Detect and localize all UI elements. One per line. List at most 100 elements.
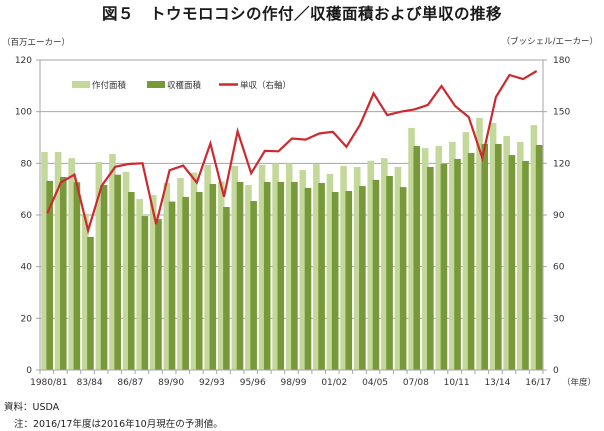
harvested-bar xyxy=(168,201,176,370)
planted-bar xyxy=(68,158,75,370)
planted-bar xyxy=(81,213,89,370)
chart-title: 図５ トウモロコシの作付／収穫面積および単収の推移 xyxy=(101,5,502,23)
harvested-bar xyxy=(522,161,529,370)
planted-bar xyxy=(177,178,184,370)
harvested-bar xyxy=(59,177,67,370)
planted-bar xyxy=(258,164,266,370)
harvested-bar xyxy=(291,181,298,370)
harvested-bar xyxy=(277,181,285,370)
axes: 0 20 40 60 80 100 120 0 30 60 90 120 150 180 1980/81 83… xyxy=(15,56,571,388)
planted-bar xyxy=(217,181,225,370)
legend-harvested-swatch xyxy=(147,81,165,88)
x-tick-label: 89/90 xyxy=(158,378,184,388)
harvested-bar xyxy=(413,146,421,370)
planted-bar xyxy=(41,151,48,370)
harvested-bar xyxy=(440,163,448,370)
harvested-bar xyxy=(535,144,543,370)
harvested-bar xyxy=(399,187,407,370)
right-tick-label: 30 xyxy=(553,314,565,324)
legend: 作付面積 収穫面積 単収（右軸） xyxy=(72,80,291,91)
planted-bar xyxy=(163,182,171,370)
harvested-bar xyxy=(454,158,461,370)
planted-bar xyxy=(530,125,538,370)
legend-planted-label: 作付面積 xyxy=(92,80,127,91)
planted-bar xyxy=(204,164,211,370)
harvested-bar xyxy=(467,153,475,370)
planted-bar xyxy=(340,165,347,370)
left-tick-label: 100 xyxy=(15,108,32,118)
x-tick-label: 04/05 xyxy=(362,378,388,388)
right-tick-label: 60 xyxy=(553,263,565,273)
x-tick-label: 07/08 xyxy=(403,378,429,388)
yield-line xyxy=(46,70,538,235)
harvested-bar xyxy=(155,219,162,370)
source-note: 資料：USDA xyxy=(4,402,60,413)
x-tick-label: 1980/81 xyxy=(30,378,67,388)
harvested-bar xyxy=(250,201,257,370)
harvested-bar xyxy=(318,182,325,370)
planted-bar xyxy=(462,132,470,370)
planted-bar xyxy=(190,172,198,370)
planted-bar xyxy=(517,141,524,370)
left-tick-label: 60 xyxy=(21,211,33,221)
harvested-bar xyxy=(263,181,271,370)
x-tick-label: 98/99 xyxy=(281,378,307,388)
yield-line-series xyxy=(46,70,538,235)
harvested-bar xyxy=(508,155,516,370)
harvested-bar xyxy=(481,143,489,370)
right-axis-unit: （ブッシェル/エーカー） xyxy=(501,37,598,47)
harvested-bar xyxy=(495,143,502,370)
harvested-bar xyxy=(236,181,244,370)
x-tick-label: 92/93 xyxy=(199,378,225,388)
harvested-bar xyxy=(73,182,81,370)
harvested-bar xyxy=(209,184,217,370)
planted-bar xyxy=(449,141,456,370)
left-tick-label: 0 xyxy=(26,366,32,376)
x-tick-label: 01/02 xyxy=(321,378,347,388)
harvested-bar xyxy=(386,175,393,370)
left-tick-label: 40 xyxy=(21,263,33,273)
planted-bar xyxy=(326,173,334,370)
harvested-bar xyxy=(359,186,366,370)
legend-harvested-label: 収穫面積 xyxy=(167,80,202,91)
right-tick-label: 120 xyxy=(553,159,570,169)
harvested-bar xyxy=(114,174,121,370)
harvested-bar xyxy=(46,180,53,370)
planted-bar xyxy=(136,198,143,370)
x-tick-label: 86/87 xyxy=(117,378,143,388)
harvested-bar xyxy=(331,192,339,370)
harvested-bar xyxy=(195,192,203,370)
footnote: 注：2016/17年度は2016年10月現在の予測値。 xyxy=(14,419,223,430)
legend-yield-label: 単収（右軸） xyxy=(240,80,291,91)
right-tick-label: 180 xyxy=(553,56,570,66)
x-tick-label: 13/14 xyxy=(484,378,510,388)
legend-planted-swatch xyxy=(72,81,90,88)
planted-bar xyxy=(122,171,130,370)
planted-bar xyxy=(421,148,429,370)
left-tick-label: 120 xyxy=(15,56,32,66)
planted-bar xyxy=(299,170,307,370)
harvested-bar xyxy=(427,166,434,370)
planted-bar xyxy=(54,151,62,370)
planted-bar xyxy=(503,135,511,370)
x-axis-unit: （年度） xyxy=(561,378,596,388)
x-tick-label: 16/17 xyxy=(525,378,551,388)
planted-bar xyxy=(381,158,388,370)
right-tick-label: 150 xyxy=(553,108,570,118)
x-tick-label: 83/84 xyxy=(77,378,103,388)
planted-bar xyxy=(245,185,252,370)
planted-bar xyxy=(394,166,402,370)
planted-bar xyxy=(95,162,103,370)
planted-bar xyxy=(272,163,279,370)
planted-bar xyxy=(367,160,375,370)
left-axis-unit: （百万エーカー） xyxy=(2,38,71,48)
planted-bar xyxy=(435,146,443,370)
planted-bar xyxy=(231,165,239,370)
harvested-bar xyxy=(100,185,108,370)
planted-bar xyxy=(149,195,157,370)
planted-bar xyxy=(285,163,293,370)
harvested-bar xyxy=(87,236,94,370)
harvested-bar xyxy=(141,216,149,370)
left-tick-label: 20 xyxy=(21,314,33,324)
right-tick-label: 0 xyxy=(553,366,559,376)
